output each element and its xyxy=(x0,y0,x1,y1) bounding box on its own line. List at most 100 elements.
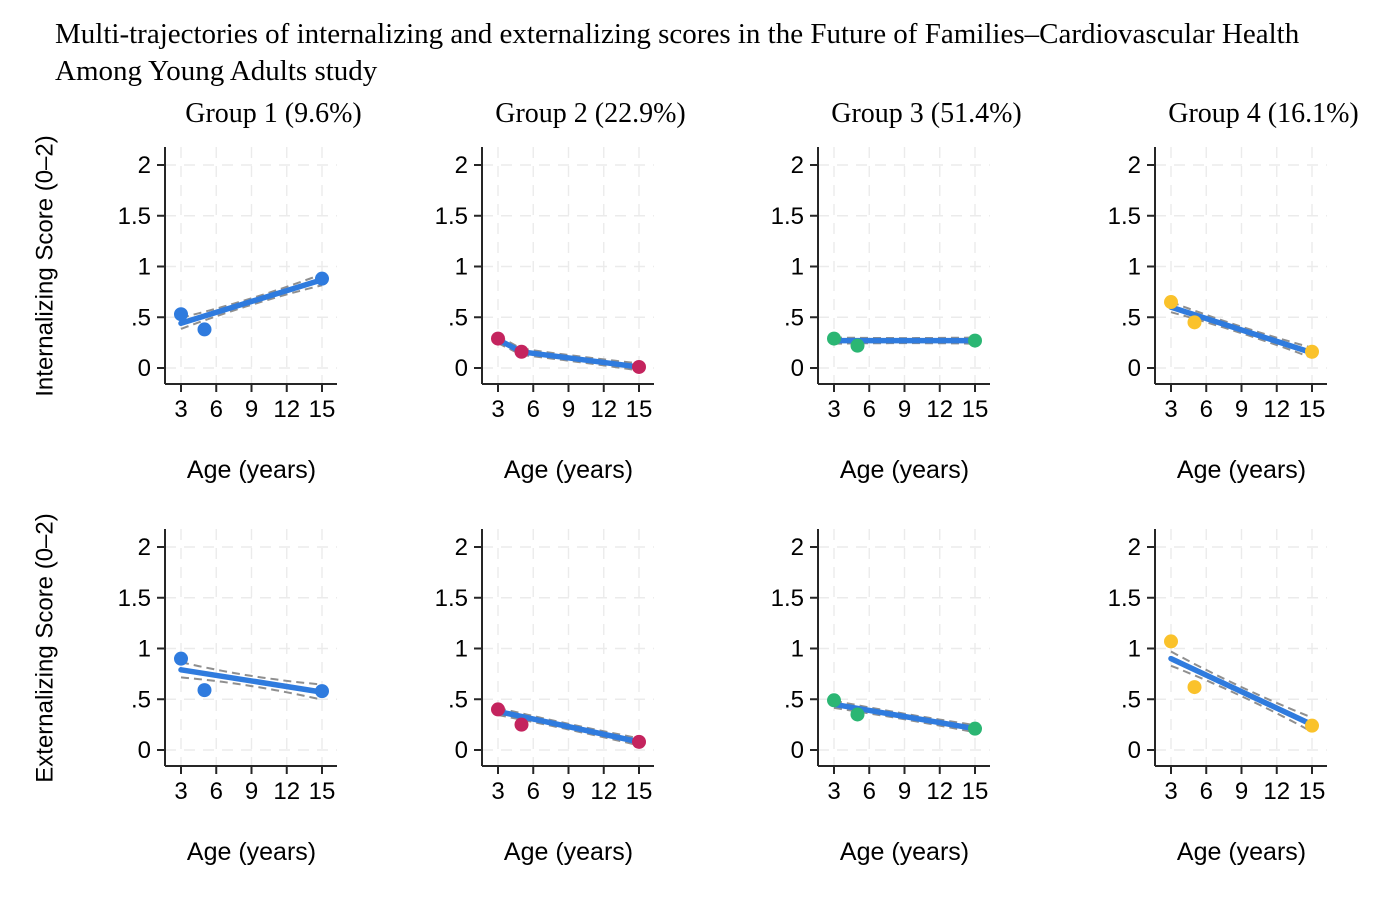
x-axis-title: Age (years) xyxy=(187,456,316,484)
data-point xyxy=(850,338,865,353)
y-tick-label: 1.5 xyxy=(1108,203,1141,230)
y-tick-label: 1 xyxy=(791,254,804,281)
data-point xyxy=(827,331,841,346)
x-tick-label: 15 xyxy=(1299,396,1326,423)
data-point xyxy=(491,702,505,717)
x-tick-label: 12 xyxy=(273,396,300,423)
panel-plot: 0 .5 1 1.5 2 3 6 9 12 15 Age (years) xyxy=(118,529,337,866)
y-tick-label: 0 xyxy=(138,355,151,382)
column-title-group4: Group 4 (16.1%) xyxy=(1168,98,1359,129)
y-axis-title-internalizing: Internalizing Score (0–2) xyxy=(32,134,59,397)
column-title-group1: Group 1 (9.6%) xyxy=(185,98,362,129)
panel-externalizing-group3: 0 .5 1 1.5 2 3 6 9 12 15 Age (years) xyxy=(760,515,1093,890)
figure-title-line-1: Multi-trajectories of internalizing and … xyxy=(55,18,1300,50)
y-tick-label: .5 xyxy=(131,686,151,713)
x-tick-label: 9 xyxy=(562,778,575,805)
trend-line xyxy=(1168,304,1315,356)
x-tick-label: 3 xyxy=(491,396,504,423)
y-tick-label: 1.5 xyxy=(771,203,804,230)
ci-lower-line xyxy=(1170,311,1313,359)
x-axis-title: Age (years) xyxy=(504,838,633,866)
x-tick-label: 3 xyxy=(491,778,504,805)
x-tick-label: 9 xyxy=(245,396,258,423)
ci-upper-line xyxy=(497,706,640,740)
data-point xyxy=(1164,634,1178,649)
x-tick-label: 9 xyxy=(898,778,911,805)
y-tick-label: .5 xyxy=(784,304,804,331)
data-point xyxy=(968,333,982,348)
x-tick-label: 15 xyxy=(626,778,653,805)
x-tick-label: 6 xyxy=(210,396,223,423)
ci-lower-line xyxy=(180,676,323,701)
data-point xyxy=(315,684,329,699)
y-tick-label: 2 xyxy=(138,152,151,179)
data-point xyxy=(1164,295,1178,310)
x-axis-title: Age (years) xyxy=(1177,456,1306,484)
data-point xyxy=(197,683,212,698)
data-point xyxy=(1187,315,1202,330)
trend-line xyxy=(178,276,325,327)
x-tick-label: 12 xyxy=(1263,396,1290,423)
ci-lower-line xyxy=(497,714,640,747)
y-tick-label: 0 xyxy=(138,737,151,764)
x-tick-label: 6 xyxy=(863,396,876,423)
y-tick-label: 1.5 xyxy=(435,203,468,230)
data-point xyxy=(632,734,646,749)
x-tick-label: 12 xyxy=(926,778,953,805)
x-tick-label: 3 xyxy=(827,396,840,423)
y-tick-label: 2 xyxy=(1128,152,1141,179)
y-tick-label: .5 xyxy=(1121,686,1141,713)
panel-externalizing-group2: 0 .5 1 1.5 2 3 6 9 12 15 Age (years) xyxy=(424,515,757,890)
y-tick-label: 0 xyxy=(1128,355,1141,382)
y-tick-label: 1.5 xyxy=(118,203,151,230)
x-axis-title: Age (years) xyxy=(840,838,969,866)
data-point xyxy=(1305,718,1319,733)
ci-upper-line xyxy=(180,273,323,319)
figure-title-line-2: Among Young Adults study xyxy=(55,55,378,87)
panel-internalizing-group4: 0 .5 1 1.5 2 3 6 9 12 15 Age (years) xyxy=(1097,133,1398,508)
y-tick-label: 1.5 xyxy=(771,585,804,612)
x-tick-label: 6 xyxy=(210,778,223,805)
x-tick-label: 15 xyxy=(626,396,653,423)
trend-line xyxy=(495,708,642,745)
x-tick-label: 6 xyxy=(863,778,876,805)
trend-line xyxy=(178,667,325,695)
x-tick-label: 12 xyxy=(590,778,617,805)
x-tick-label: 6 xyxy=(1200,396,1213,423)
ci-upper-line xyxy=(1170,301,1313,349)
y-tick-label: 1 xyxy=(138,636,151,663)
y-tick-label: 1.5 xyxy=(1108,585,1141,612)
panel-plot: 0 .5 1 1.5 2 3 6 9 12 15 Age (years) xyxy=(771,147,990,484)
panel-plot: 0 .5 1 1.5 2 3 6 9 12 15 Age (years) xyxy=(435,147,654,484)
panel-plot: 0 .5 1 1.5 2 3 6 9 12 15 Age (years) xyxy=(435,529,654,866)
data-point xyxy=(491,331,505,346)
y-tick-label: 2 xyxy=(791,152,804,179)
column-title-group3: Group 3 (51.4%) xyxy=(831,98,1022,129)
panel-plot: 0 .5 1 1.5 2 3 6 9 12 15 Age (years) xyxy=(1108,529,1327,866)
panel-internalizing-group2: 0 .5 1 1.5 2 3 6 9 12 15 Age (years) xyxy=(424,133,757,508)
trend-line xyxy=(1168,655,1315,728)
ci-lower-line xyxy=(180,284,323,330)
y-tick-label: .5 xyxy=(448,686,468,713)
y-tick-label: 0 xyxy=(1128,737,1141,764)
ci-lower-line xyxy=(833,706,976,734)
x-tick-label: 9 xyxy=(898,396,911,423)
y-tick-label: 1 xyxy=(791,636,804,663)
x-tick-label: 9 xyxy=(562,396,575,423)
y-tick-label: 0 xyxy=(791,737,804,764)
y-tick-label: 2 xyxy=(455,534,468,561)
y-tick-label: 2 xyxy=(138,534,151,561)
x-tick-label: 15 xyxy=(962,778,989,805)
ci-upper-line xyxy=(1170,650,1313,719)
data-point xyxy=(1305,344,1319,359)
y-tick-label: 2 xyxy=(1128,534,1141,561)
panel-internalizing-group3: 0 .5 1 1.5 2 3 6 9 12 15 Age (years) xyxy=(760,133,1093,508)
x-tick-label: 6 xyxy=(527,396,540,423)
x-tick-label: 15 xyxy=(1299,778,1326,805)
y-tick-label: .5 xyxy=(131,304,151,331)
data-point xyxy=(514,344,529,359)
x-tick-label: 15 xyxy=(309,396,336,423)
y-tick-label: 2 xyxy=(455,152,468,179)
panel-externalizing-group1: 0 .5 1 1.5 2 3 6 9 12 15 Age (years) xyxy=(107,515,440,890)
